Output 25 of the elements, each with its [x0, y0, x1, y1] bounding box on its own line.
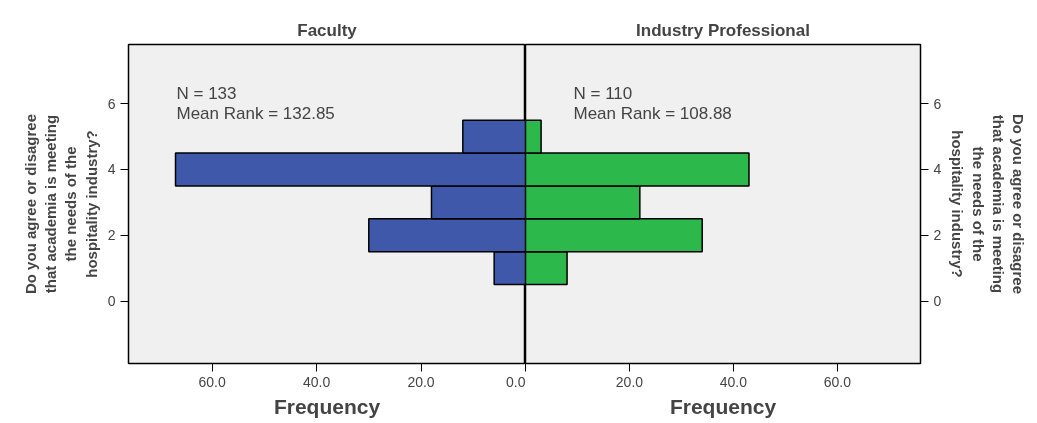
x-axis-title: Frequency	[273, 394, 381, 418]
x-tick-label: 60.0	[823, 373, 852, 390]
annotation: Mean Rank = 132.85	[176, 103, 335, 123]
x-axis-title: Frequency	[669, 394, 777, 418]
y-tick-label: 4	[107, 161, 116, 178]
x-tick-label: 60.0	[198, 373, 226, 390]
chart-title: Faculty	[297, 20, 358, 40]
y-tick-label: 2	[933, 227, 942, 244]
y-tick-label: 4	[933, 161, 942, 178]
y-tick-label: 6	[933, 95, 942, 112]
y-tick-label: 6	[107, 95, 116, 112]
chart-title: Industry Professional	[636, 20, 810, 40]
annotation: N = 133	[176, 83, 237, 103]
x-tick-label: 20.0	[407, 373, 435, 390]
x-tick-label: 40.0	[302, 373, 331, 390]
x-tick-label: 40.0	[719, 373, 748, 390]
y-tick-label: 0	[933, 293, 942, 310]
y-axis-title: Do you agree or disagree that academia is meeting the needs of the hospitality industry?	[949, 113, 1028, 295]
annotation: N = 110	[573, 83, 633, 103]
y-axis-title: Do you agree or disagree that academia is meeting the needs of the hospitality industry?	[21, 113, 100, 295]
x-tick-label: 0.0	[506, 373, 526, 390]
x-tick-label: 20.0	[615, 373, 644, 390]
y-tick-label: 0	[107, 293, 116, 310]
annotation: Mean Rank = 108.88	[573, 103, 732, 123]
y-tick-label: 2	[107, 227, 116, 244]
